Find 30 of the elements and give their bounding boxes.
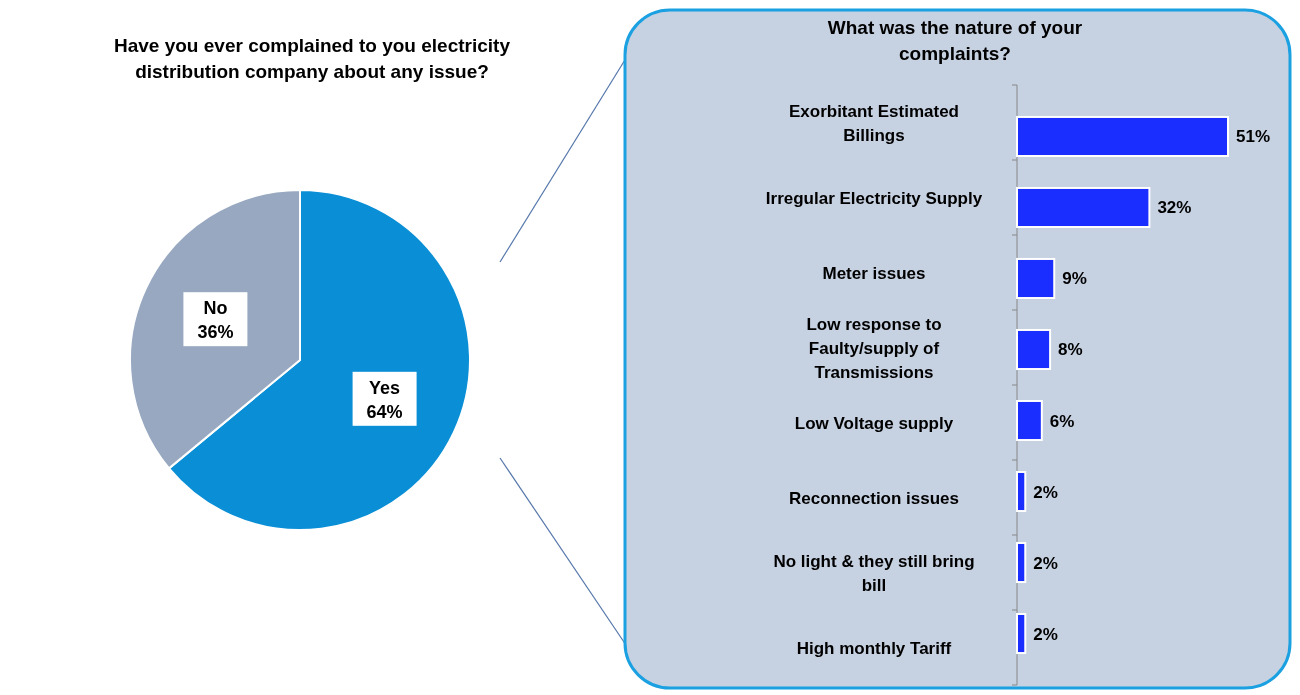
bar: [1016, 328, 1052, 371]
chart-title: Have you ever complained to you electricity distribution company about any issue?: [114, 35, 511, 82]
bar: [1016, 470, 1027, 513]
data-label: 6%: [1049, 411, 1075, 431]
y-tick-label: Low response to Faulty/supply of Transmissions: [806, 314, 942, 382]
bar: [1016, 186, 1151, 229]
bar: [1016, 115, 1229, 158]
data-label: 9%: [1062, 269, 1087, 289]
slice-label: No: [203, 298, 228, 319]
bar: [1016, 612, 1027, 655]
data-label: 2%: [1033, 482, 1058, 502]
data-label: 8%: [1058, 340, 1083, 360]
bar: [1016, 257, 1056, 300]
y-tick-label: High monthly Tariff: [796, 638, 952, 658]
chart-title: What was the nature of your complaints?: [827, 17, 1083, 64]
y-tick-label: Meter issues: [822, 263, 926, 283]
data-label: 2%: [1033, 553, 1058, 573]
y-tick-label: Low Voltage supply: [794, 413, 954, 433]
data-label: 51%: [1236, 127, 1271, 147]
bar: [1016, 399, 1043, 442]
data-label: 32%: [1157, 198, 1192, 218]
data-label: 2%: [1033, 624, 1058, 644]
data-label: 64%: [366, 401, 403, 422]
y-tick-label: Irregular Electricity Supply: [765, 188, 983, 208]
y-tick-label: Exorbitant Estimated Billings: [788, 101, 960, 145]
slice-label: Yes: [369, 377, 401, 398]
y-tick-label: No light & they still bring bill: [773, 551, 975, 595]
y-tick-label: Reconnection issues: [788, 488, 960, 508]
bar: [1016, 541, 1027, 584]
data-label: 36%: [197, 322, 234, 343]
